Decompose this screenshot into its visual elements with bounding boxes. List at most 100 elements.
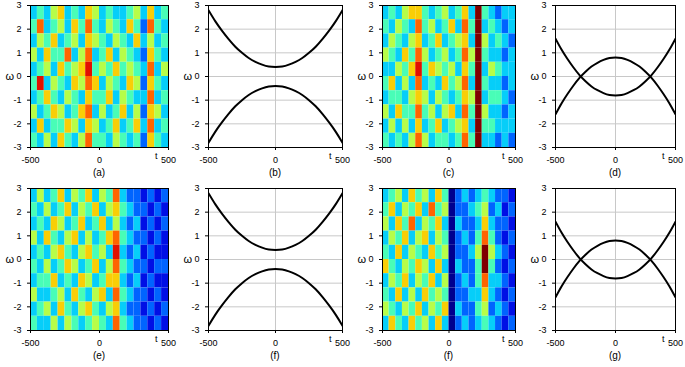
svg-text:-1: -1 bbox=[191, 95, 199, 105]
svg-text:-2: -2 bbox=[13, 302, 21, 312]
svg-text:0: 0 bbox=[273, 155, 278, 165]
svg-text:500: 500 bbox=[668, 155, 683, 165]
svg-text:1: 1 bbox=[194, 48, 199, 58]
svg-text:t: t bbox=[155, 334, 158, 344]
svg-text:-500: -500 bbox=[373, 338, 391, 348]
svg-text:-3: -3 bbox=[191, 325, 199, 335]
svg-text:2: 2 bbox=[194, 207, 199, 217]
svg-text:ω: ω bbox=[6, 70, 15, 82]
svg-text:-500: -500 bbox=[546, 338, 564, 348]
svg-text:-3: -3 bbox=[13, 142, 21, 152]
svg-text:500: 500 bbox=[335, 338, 350, 348]
svg-text:0: 0 bbox=[541, 71, 546, 81]
svg-text:1: 1 bbox=[194, 231, 199, 241]
html-text:(a): (a) bbox=[92, 167, 106, 178]
svg-text:3: 3 bbox=[16, 183, 21, 193]
svg-text:-3: -3 bbox=[13, 325, 21, 335]
svg-text:-500: -500 bbox=[21, 155, 39, 165]
svg-text:-1: -1 bbox=[191, 278, 199, 288]
svg-text:-1: -1 bbox=[538, 278, 546, 288]
svg-text:-1: -1 bbox=[13, 95, 21, 105]
svg-text:2: 2 bbox=[541, 207, 546, 217]
html-text:(d): (d) bbox=[608, 167, 622, 178]
svg-text:0: 0 bbox=[16, 71, 21, 81]
svg-text:-2: -2 bbox=[191, 119, 199, 129]
svg-text:ω: ω bbox=[531, 253, 540, 265]
svg-text:3: 3 bbox=[368, 183, 373, 193]
svg-text:-1: -1 bbox=[13, 278, 21, 288]
svg-text:-2: -2 bbox=[191, 302, 199, 312]
svg-text:ω: ω bbox=[531, 70, 540, 82]
svg-text:0: 0 bbox=[613, 155, 618, 165]
svg-text:-500: -500 bbox=[199, 338, 217, 348]
svg-text:-3: -3 bbox=[538, 142, 546, 152]
svg-text:-3: -3 bbox=[365, 142, 373, 152]
svg-text:1: 1 bbox=[541, 48, 546, 58]
svg-text:2: 2 bbox=[368, 207, 373, 217]
svg-text:-3: -3 bbox=[191, 142, 199, 152]
svg-text:ω: ω bbox=[6, 253, 15, 265]
svg-text:-3: -3 bbox=[365, 325, 373, 335]
svg-text:500: 500 bbox=[161, 155, 176, 165]
svg-text:t: t bbox=[502, 151, 505, 161]
svg-text:2: 2 bbox=[194, 24, 199, 34]
svg-text:-2: -2 bbox=[538, 119, 546, 129]
svg-text:0: 0 bbox=[16, 254, 21, 264]
svg-text:500: 500 bbox=[668, 338, 683, 348]
svg-text:2: 2 bbox=[16, 24, 21, 34]
svg-text:1: 1 bbox=[368, 48, 373, 58]
html-text:(b): (b) bbox=[268, 167, 282, 178]
svg-text:ω: ω bbox=[184, 70, 193, 82]
svg-text:-2: -2 bbox=[13, 119, 21, 129]
svg-text:t: t bbox=[502, 334, 505, 344]
svg-text:-1: -1 bbox=[365, 278, 373, 288]
svg-text:2: 2 bbox=[368, 24, 373, 34]
svg-text:500: 500 bbox=[161, 338, 176, 348]
svg-text:0: 0 bbox=[446, 338, 451, 348]
svg-text:1: 1 bbox=[368, 231, 373, 241]
svg-text:3: 3 bbox=[194, 0, 199, 10]
svg-text:2: 2 bbox=[16, 207, 21, 217]
svg-text:0: 0 bbox=[194, 254, 199, 264]
svg-text:t: t bbox=[662, 151, 665, 161]
svg-text:-1: -1 bbox=[538, 95, 546, 105]
svg-text:0: 0 bbox=[613, 338, 618, 348]
svg-text:3: 3 bbox=[368, 0, 373, 10]
svg-text:0: 0 bbox=[368, 71, 373, 81]
svg-text:-2: -2 bbox=[538, 302, 546, 312]
svg-text:t: t bbox=[329, 151, 332, 161]
svg-text:3: 3 bbox=[194, 183, 199, 193]
svg-text:t: t bbox=[329, 334, 332, 344]
svg-text:500: 500 bbox=[335, 155, 350, 165]
svg-text:500: 500 bbox=[508, 338, 523, 348]
svg-text:0: 0 bbox=[368, 254, 373, 264]
svg-text:-500: -500 bbox=[21, 338, 39, 348]
svg-text:0: 0 bbox=[446, 155, 451, 165]
svg-text:3: 3 bbox=[541, 0, 546, 10]
svg-text:500: 500 bbox=[508, 155, 523, 165]
svg-text:ω: ω bbox=[358, 70, 367, 82]
svg-text:0: 0 bbox=[194, 71, 199, 81]
svg-text:0: 0 bbox=[273, 338, 278, 348]
svg-text:1: 1 bbox=[16, 231, 21, 241]
svg-text:ω: ω bbox=[358, 253, 367, 265]
svg-text:1: 1 bbox=[541, 231, 546, 241]
svg-text:-500: -500 bbox=[546, 155, 564, 165]
svg-text:ω: ω bbox=[184, 253, 193, 265]
svg-text:-2: -2 bbox=[365, 302, 373, 312]
svg-text:-2: -2 bbox=[365, 119, 373, 129]
svg-text:0: 0 bbox=[97, 338, 102, 348]
svg-text:2: 2 bbox=[541, 24, 546, 34]
svg-text:-3: -3 bbox=[538, 325, 546, 335]
svg-text:-500: -500 bbox=[373, 155, 391, 165]
svg-text:3: 3 bbox=[16, 0, 21, 10]
svg-text:0: 0 bbox=[97, 155, 102, 165]
svg-text:-500: -500 bbox=[199, 155, 217, 165]
svg-text:t: t bbox=[155, 151, 158, 161]
svg-text:1: 1 bbox=[16, 48, 21, 58]
html-text:(c): (c) bbox=[442, 167, 455, 178]
svg-text:0: 0 bbox=[541, 254, 546, 264]
svg-text:t: t bbox=[662, 334, 665, 344]
svg-text:-1: -1 bbox=[365, 95, 373, 105]
svg-text:3: 3 bbox=[541, 183, 546, 193]
